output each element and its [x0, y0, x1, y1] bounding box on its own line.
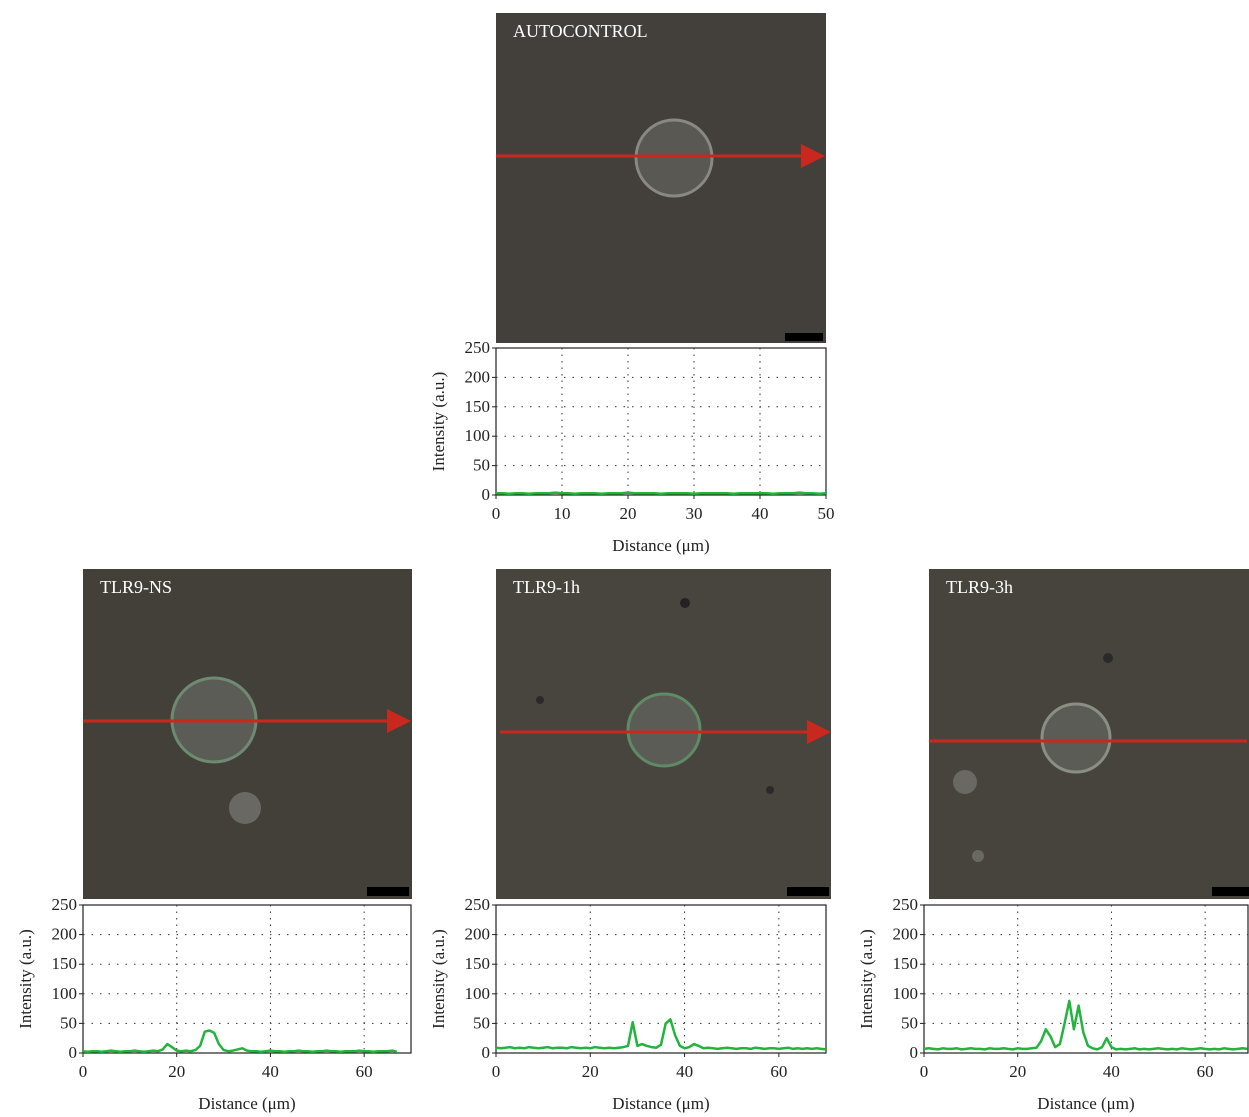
plot-frame	[495, 904, 827, 1054]
y-tick-label: 100	[465, 984, 491, 1003]
y-tick-label: 50	[473, 1013, 490, 1032]
y-tick-label: 0	[482, 485, 491, 504]
y-tick-label: 150	[893, 954, 919, 973]
y-tick-label: 0	[69, 1043, 78, 1062]
micrograph	[496, 13, 826, 343]
x-tick-label: 0	[492, 504, 501, 523]
micrograph	[83, 569, 412, 899]
x-tick-label: 60	[1197, 1062, 1214, 1081]
intensity-line	[923, 999, 1248, 1051]
panel-label: TLR9-NS	[100, 577, 172, 597]
y-tick-label: 200	[52, 925, 78, 944]
x-tick-label: 30	[686, 504, 703, 523]
y-tick-label: 150	[52, 954, 78, 973]
x-tick-label: 20	[1009, 1062, 1026, 1081]
intensity-line	[496, 491, 827, 496]
y-tick-label: 100	[52, 984, 78, 1003]
y-axis-label: Intensity (a.u.)	[857, 929, 876, 1029]
y-axis-label: Intensity (a.u.)	[16, 929, 35, 1029]
y-tick-label: 50	[60, 1013, 77, 1032]
x-axis-label: Distance (μm)	[612, 1094, 709, 1113]
y-tick-label: 150	[465, 397, 491, 416]
x-axis-label: Distance (μm)	[198, 1094, 295, 1113]
y-tick-label: 200	[893, 925, 919, 944]
intensity-line	[495, 1018, 827, 1051]
y-tick-label: 250	[52, 895, 78, 914]
y-tick-label: 50	[473, 456, 490, 475]
micrograph	[929, 569, 1249, 899]
y-tick-label: 250	[893, 895, 919, 914]
x-tick-label: 40	[262, 1062, 279, 1081]
plot-frame	[82, 904, 412, 1054]
y-tick-label: 100	[893, 984, 919, 1003]
micrograph	[496, 569, 831, 899]
y-tick-label: 0	[910, 1043, 919, 1062]
y-tick-label: 250	[465, 895, 491, 914]
y-tick-label: 250	[465, 338, 491, 357]
x-axis-label: Distance (μm)	[1037, 1094, 1134, 1113]
x-axis-label: Distance (μm)	[612, 536, 709, 555]
x-tick-label: 60	[356, 1062, 373, 1081]
y-tick-label: 0	[482, 1043, 491, 1062]
x-tick-label: 40	[752, 504, 769, 523]
x-tick-label: 0	[79, 1062, 88, 1081]
x-tick-label: 20	[582, 1062, 599, 1081]
y-tick-label: 150	[465, 954, 491, 973]
panel-label: TLR9-1h	[513, 577, 580, 597]
intensity-line	[82, 1029, 398, 1054]
y-tick-label: 200	[465, 367, 491, 386]
x-tick-label: 20	[620, 504, 637, 523]
panel-label: AUTOCONTROL	[513, 21, 648, 41]
panel-label: TLR9-3h	[946, 577, 1013, 597]
x-tick-label: 40	[1103, 1062, 1120, 1081]
y-tick-label: 50	[901, 1013, 918, 1032]
y-axis-label: Intensity (a.u.)	[429, 929, 448, 1029]
y-axis-label: Intensity (a.u.)	[429, 372, 448, 472]
y-tick-label: 200	[465, 925, 491, 944]
x-tick-label: 0	[492, 1062, 501, 1081]
x-tick-label: 20	[168, 1062, 185, 1081]
y-tick-label: 100	[465, 426, 491, 445]
plot-frame	[495, 347, 827, 496]
x-tick-label: 60	[770, 1062, 787, 1081]
x-tick-label: 50	[818, 504, 835, 523]
x-tick-label: 10	[554, 504, 571, 523]
plot-frame	[923, 904, 1249, 1054]
x-tick-label: 40	[676, 1062, 693, 1081]
x-tick-label: 0	[920, 1062, 929, 1081]
